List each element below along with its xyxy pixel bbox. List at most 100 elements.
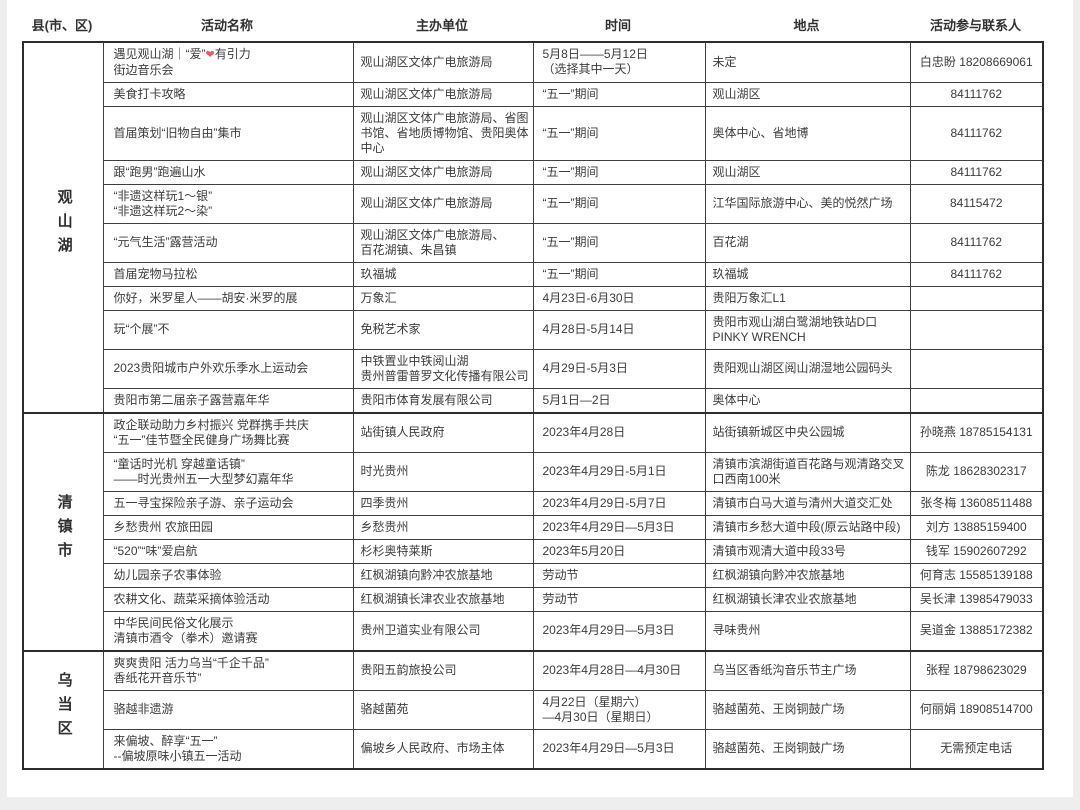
county-label: 乌当区 <box>55 671 73 744</box>
activity-name-cell: 2023贵阳城市户外欢乐季水上运动会 <box>102 348 354 389</box>
table-row: 中华民间民俗文化展示 清镇市酒令（拳术）邀请赛 贵州卫道实业有限公司 2023年4月… <box>23 610 1044 652</box>
organizer-cell: 观山湖区文体广电旅游局 <box>352 81 534 107</box>
activity-name-cell: 来偏坡、醉享“五一” --偏坡原味小镇五一活动 <box>102 728 354 770</box>
contact-cell: 陈龙 18628302317 <box>909 451 1044 492</box>
organizer-cell: 红枫湖镇长津农业农旅基地 <box>352 586 534 612</box>
time-cell: 4月22日（星期六） —4月30日（星期日） <box>532 689 706 730</box>
contact-cell: 何丽娟 18908514700 <box>909 689 1044 730</box>
location-cell: 清镇市白马大道与清州大道交汇处 <box>704 490 911 516</box>
organizer-cell: 观山湖区文体广电旅游局、省图书馆、省地质博物馆、贵阳奥体中心 <box>352 105 534 161</box>
organizer-cell: 观山湖区文体广电旅游局 <box>352 159 534 185</box>
organizer-cell: 玖福城 <box>352 261 534 287</box>
contact-cell: 84111762 <box>909 222 1044 263</box>
time-cell: 5月1日—2日 <box>532 387 706 414</box>
time-cell: “五一”期间 <box>532 105 706 161</box>
organizer-cell: 乡愁贵州 <box>352 514 534 540</box>
activity-name-cell: 爽爽贵阳 活力乌当“千企千品” 香纸花开音乐节” <box>102 649 354 691</box>
location-cell: 观山湖区 <box>704 159 911 185</box>
county-cell: 乌当区 <box>22 649 104 770</box>
organizer-cell: 万象汇 <box>352 285 534 311</box>
time-cell: 2023年4月29日-5月1日 <box>532 451 706 492</box>
header-organizer: 主办单位 <box>415 18 468 33</box>
organizer-cell: 观山湖区文体广电旅游局 <box>352 183 534 224</box>
location-cell: 清镇市滨湖街道百花路与观清路交叉口西南100米 <box>704 451 911 492</box>
contact-cell <box>909 387 1044 414</box>
time-cell: 劳动节 <box>532 586 706 612</box>
table-row: 跟“跑男”跑遍山水 观山湖区文体广电旅游局 “五一”期间 观山湖区 84111762 <box>23 159 1044 185</box>
time-cell: 4月28日-5月14日 <box>532 309 706 350</box>
time-cell: 劳动节 <box>532 562 706 588</box>
table-row: 五一寻宝探险亲子游、亲子运动会 四季贵州 2023年4月29日-5月7日 清镇市白马大… <box>23 490 1044 516</box>
time-cell: 2023年5月20日 <box>532 538 706 564</box>
table-row: “非遗这样玩1～银” “非遗这样玩2～染” 观山湖区文体广电旅游局 “五一”期间 江华… <box>23 183 1044 224</box>
table-row: 你好，米罗星人——胡安·米罗的展 万象汇 4月23日-6月30日 贵阳万象汇L1 <box>23 285 1044 311</box>
activity-name-cell: 幼儿园亲子农事体验 <box>102 562 354 588</box>
activity-name-cell: 遇见观山湖｜“爱”❤有引力 街边音乐会 <box>102 41 354 83</box>
location-cell: 贵阳观山湖区阅山湖湿地公园码头 <box>704 348 911 389</box>
table-row: 贵阳市第二届亲子露营嘉年华 贵阳市体育发展有限公司 5月1日—2日 奥体中心 <box>23 387 1044 414</box>
location-cell: 百花湖 <box>704 222 911 263</box>
contact-cell: 钱军 15902607292 <box>909 538 1044 564</box>
contact-cell: 张程 18798623029 <box>909 649 1044 691</box>
table-row: 2023贵阳城市户外欢乐季水上运动会 中铁置业中铁阅山湖 贵州普雷普罗文化传播有限… <box>23 348 1044 389</box>
location-cell: 站街镇新城区中央公园城 <box>704 411 911 453</box>
activity-name-cell: 农耕文化、蔬菜采摘体验活动 <box>102 586 354 612</box>
activity-name-cell: 政企联动助力乡村振兴 党群携手共庆 “五一”佳节暨全民健身广场舞比赛 <box>102 411 354 453</box>
organizer-cell: 贵阳市体育发展有限公司 <box>352 387 534 414</box>
activity-name-cell: “童话时光机 穿越童话镇” ——时光贵州五一大型梦幻嘉年华 <box>102 451 354 492</box>
location-cell: 贵阳万象汇L1 <box>704 285 911 311</box>
table-row: 骆越非遗游 骆越菌苑 4月22日（星期六） —4月30日（星期日） 骆越菌苑、王岗铜鼓… <box>23 689 1044 730</box>
organizer-cell: 贵州卫道实业有限公司 <box>352 610 534 652</box>
time-cell: 4月29日-5月3日 <box>532 348 706 389</box>
location-cell: 观山湖区 <box>704 81 911 107</box>
location-cell: 奥体中心 <box>704 387 911 414</box>
table-row: “元气生活”露营活动 观山湖区文体广电旅游局、 百花湖镇、朱昌镇 “五一”期间 百花湖… <box>23 222 1044 263</box>
activity-name-cell: 你好，米罗星人——胡安·米罗的展 <box>102 285 354 311</box>
contact-cell: 84111762 <box>909 81 1044 107</box>
table-row: 来偏坡、醉享“五一” --偏坡原味小镇五一活动 偏坡乡人民政府、市场主体 2023年… <box>23 728 1044 770</box>
time-cell: “五一”期间 <box>532 81 706 107</box>
activity-name-cell: 乡愁贵州 农旅田园 <box>102 514 354 540</box>
time-cell: 2023年4月29日—5月3日 <box>532 728 706 770</box>
header-activity: 活动名称 <box>200 18 253 33</box>
table-body: 观山湖 遇见观山湖｜“爱”❤有引力 街边音乐会 观山湖区文体广电旅游局 5月8日——5… <box>22 41 1044 770</box>
contact-cell: 刘方 13885159400 <box>909 514 1044 540</box>
organizer-cell: 观山湖区文体广电旅游局 <box>352 41 534 83</box>
location-cell: 玖福城 <box>704 261 911 287</box>
activity-name-cell: 首届宠物马拉松 <box>102 261 354 287</box>
activity-name-cell: 贵阳市第二届亲子露营嘉年华 <box>102 387 354 414</box>
organizer-cell: 中铁置业中铁阅山湖 贵州普雷普罗文化传播有限公司 <box>352 348 534 389</box>
location-cell: 红枫湖镇向黔冲农旅基地 <box>704 562 911 588</box>
location-cell: 骆越菌苑、王岗铜鼓广场 <box>704 728 911 770</box>
table-row: 清镇市 政企联动助力乡村振兴 党群携手共庆 “五一”佳节暨全民健身广场舞比赛 站街镇… <box>22 411 1044 652</box>
table-row: 首届宠物马拉松 玖福城 “五一”期间 玖福城 84111762 <box>23 261 1044 287</box>
contact-cell: 吴长津 13985479033 <box>909 586 1044 612</box>
header-county: 县(市、区) <box>31 18 93 33</box>
organizer-cell: 观山湖区文体广电旅游局、 百花湖镇、朱昌镇 <box>352 222 534 263</box>
table-row: 首届策划“旧物自由”集市 观山湖区文体广电旅游局、省图书馆、省地质博物馆、贵阳奥体… <box>23 105 1044 161</box>
time-cell: 4月23日-6月30日 <box>532 285 706 311</box>
activity-name-cell: 玩“个展”不 <box>102 309 354 350</box>
table-row: 玩“个展”不 免税艺术家 4月28日-5月14日 贵阳市观山湖白鹭湖地铁站D口 PIN… <box>23 309 1044 350</box>
activity-name-cell: 骆越非遗游 <box>102 689 354 730</box>
activity-name-cell: “元气生活”露营活动 <box>102 222 354 263</box>
contact-cell: 84111762 <box>909 159 1044 185</box>
location-cell: 未定 <box>704 41 911 83</box>
location-cell: 骆越菌苑、王岗铜鼓广场 <box>704 689 911 730</box>
contact-cell: 孙晓燕 18785154131 <box>909 411 1044 453</box>
location-cell: 贵阳市观山湖白鹭湖地铁站D口 PINKY WRENCH <box>704 309 911 350</box>
activity-name-cell: 中华民间民俗文化展示 清镇市酒令（拳术）邀请赛 <box>102 610 354 652</box>
location-cell: 江华国际旅游中心、美的悦然广场 <box>704 183 911 224</box>
county-label: 清镇市 <box>55 493 73 566</box>
activity-name-cell: 五一寻宝探险亲子游、亲子运动会 <box>102 490 354 516</box>
document-sheet: 县(市、区) 活动名称 主办单位 时间 地点 活动参与联系人 观山湖 遇见观山湖｜… <box>7 0 1073 797</box>
table-row: 乌当区 爽爽贵阳 活力乌当“千企千品” 香纸花开音乐节” 贵阳五韵旅投公司 2023年… <box>22 649 1044 770</box>
contact-cell <box>909 348 1044 389</box>
organizer-cell: 杉杉奥特莱斯 <box>352 538 534 564</box>
county-label: 观山湖 <box>55 189 73 262</box>
contact-cell <box>909 309 1044 350</box>
table-row: 幼儿园亲子农事体验 红枫湖镇向黔冲农旅基地 劳动节 红枫湖镇向黔冲农旅基地 何育志 15… <box>23 562 1044 588</box>
time-cell: 2023年4月28日 <box>532 411 706 453</box>
activity-name-cell: 首届策划“旧物自由”集市 <box>102 105 354 161</box>
organizer-cell: 偏坡乡人民政府、市场主体 <box>352 728 534 770</box>
